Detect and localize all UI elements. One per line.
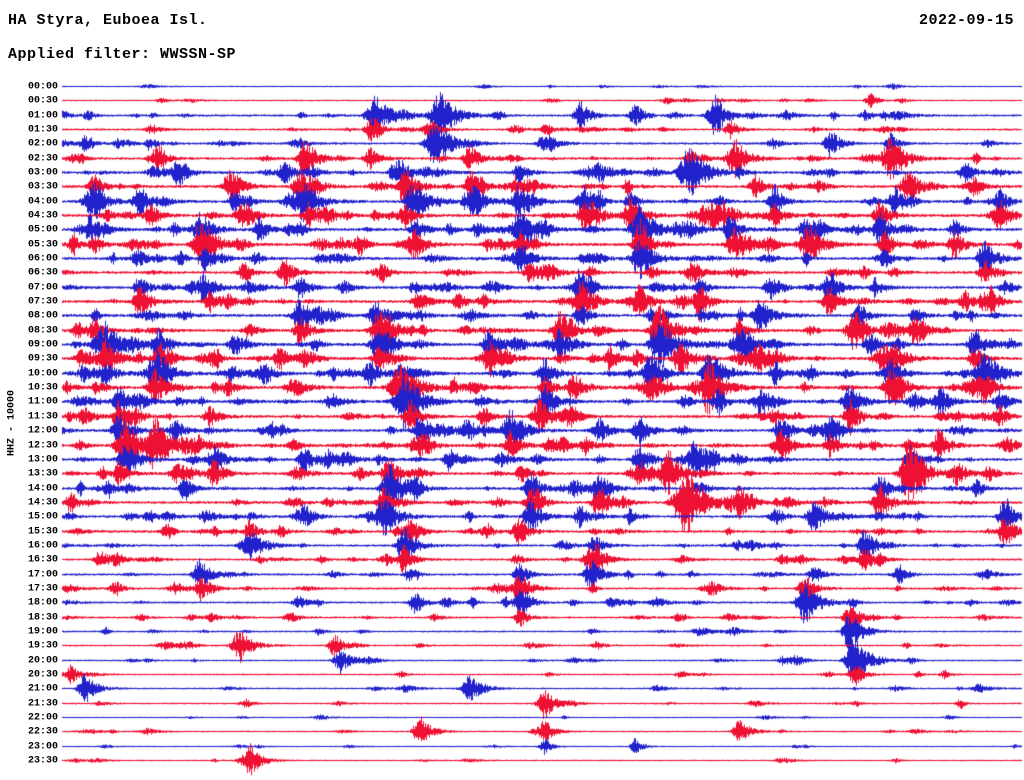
seismogram-traces-canvas	[0, 0, 1024, 780]
